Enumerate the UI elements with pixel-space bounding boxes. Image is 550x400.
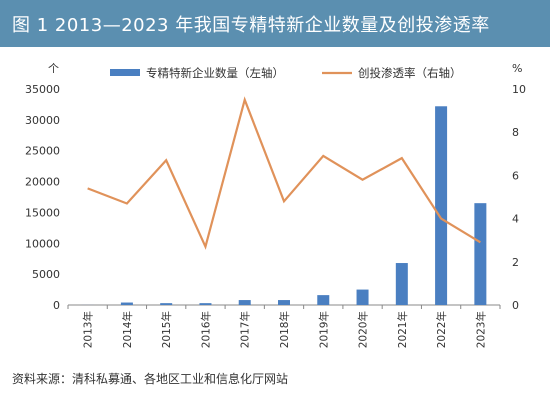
title-banner: 图 1 2013—2023 年我国专精特新企业数量及创投渗透率 [0, 0, 550, 47]
legend-line-label: 创投渗透率（右轴） [358, 66, 462, 80]
chart-title: 图 1 2013—2023 年我国专精特新企业数量及创投渗透率 [12, 15, 490, 36]
legend-bar-label: 专精特新企业数量（左轴） [146, 66, 284, 80]
bar-enterprise-count [474, 203, 487, 305]
chart-area: 0 5000 10000 15000 20000 25000 30000 35000 0 2 4 6 8… [0, 58, 550, 368]
bar-enterprise-count [278, 300, 290, 305]
left-axis-tick-label: 5000 [32, 268, 60, 281]
bar-enterprise-count [238, 300, 251, 305]
x-axis-tick-label: 2017年 [239, 311, 252, 348]
source-note: 资料来源：清科私募通、各地区工业和信息化厅网站 [12, 372, 289, 386]
x-axis-tick-label: 2020年 [357, 311, 370, 348]
combo-chart: 0 5000 10000 15000 20000 25000 30000 35000 0 2 4 6 8… [25, 62, 526, 348]
right-axis-tick-label: 8 [512, 126, 519, 139]
x-axis-tick-label: 2023年 [474, 311, 487, 348]
x-axis-tick-label: 2022年 [435, 311, 448, 348]
x-axis-tick-label: 2014年 [121, 311, 134, 348]
x-axis-tick-label: 2016年 [199, 311, 212, 348]
bar-enterprise-count [395, 263, 408, 305]
right-axis-tick-label: 0 [512, 299, 519, 312]
bar-enterprise-count [120, 302, 133, 305]
x-axis-tick-label: 2013年 [82, 311, 95, 348]
right-axis-unit: % [512, 62, 522, 75]
legend-bar-swatch [110, 69, 140, 76]
bar-enterprise-count [435, 106, 448, 305]
left-axis-tick-label: 0 [53, 299, 60, 312]
right-axis-tick-label: 2 [512, 256, 519, 269]
bar-enterprise-count [160, 303, 173, 305]
x-axis-tick-label: 2015年 [160, 311, 173, 348]
left-axis-tick-label: 35000 [25, 83, 60, 96]
left-axis-tick-label: 25000 [25, 145, 60, 158]
bar-enterprise-count [356, 289, 369, 305]
left-axis-tick-label: 15000 [25, 206, 60, 219]
left-axis-tick-label: 30000 [25, 114, 60, 127]
right-axis-tick-label: 4 [512, 213, 519, 226]
left-axis-tick-label: 10000 [25, 237, 60, 250]
x-axis-tick-label: 2018年 [278, 311, 291, 348]
bar-enterprise-count [199, 303, 212, 305]
x-axis-tick-label: 2019年 [317, 311, 330, 348]
bar-enterprise-count [317, 295, 330, 305]
left-axis-unit: 个 [48, 62, 59, 75]
right-axis-tick-label: 10 [512, 83, 526, 96]
line-vc-penetration-rate [87, 96, 481, 250]
right-axis-tick-label: 6 [512, 169, 519, 182]
left-axis-tick-label: 20000 [25, 176, 60, 189]
x-axis-tick-label: 2021年 [396, 311, 409, 348]
